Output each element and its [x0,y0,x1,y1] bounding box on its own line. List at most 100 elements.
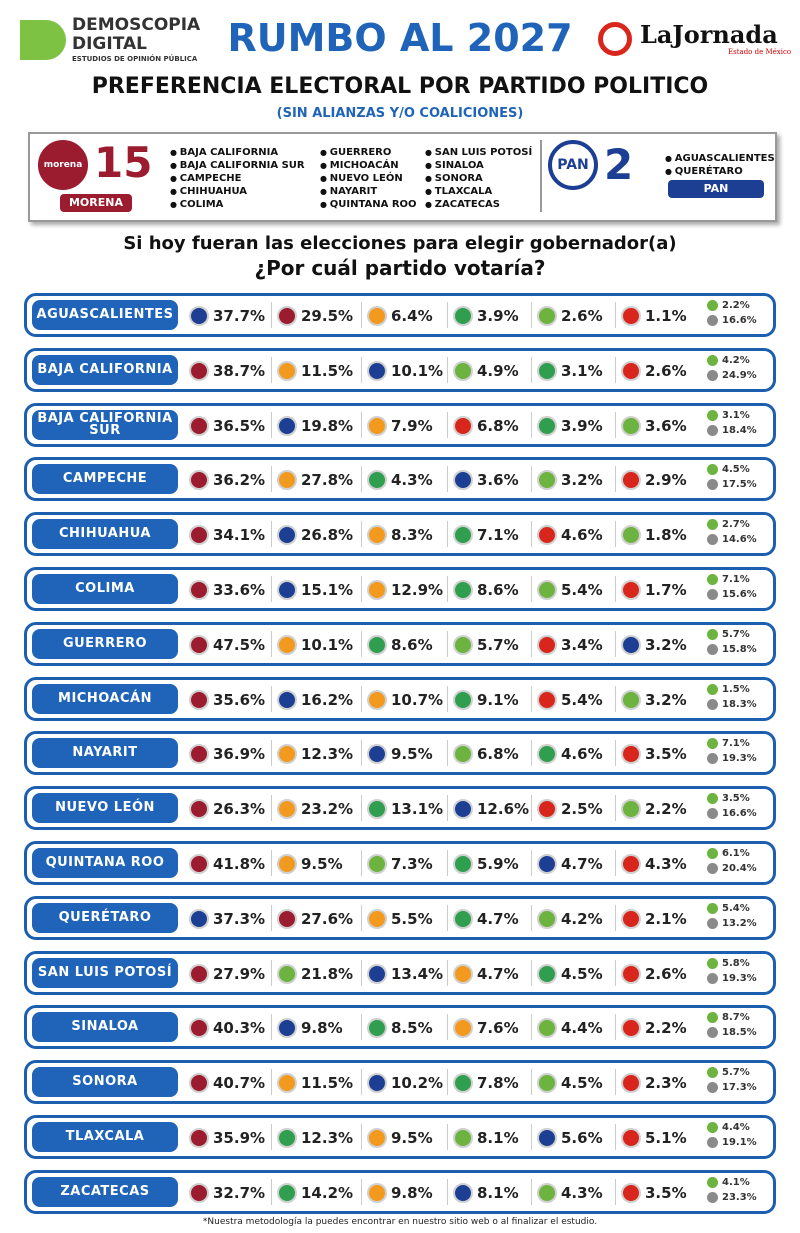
count: 2 [604,140,634,189]
state-name: BAJA CALIFORNIA [32,354,178,385]
cell-divider [271,521,272,548]
extra-text: 14.6% [722,534,757,546]
percentage: 36.5% [213,416,266,435]
cell-divider [615,576,616,602]
party-cell: 5.7% [453,633,519,657]
party-cell: 9.1% [453,688,519,712]
footnote: *Nuestra metodología la puedes encontrar… [202,1217,598,1227]
state-item: BAJA CALIFORNIA SUR [170,159,305,172]
partner: LaJornada [640,20,778,49]
party-label: PAN [668,180,764,198]
party-icon [189,525,209,546]
cell-divider [447,1178,448,1205]
cell-divider [361,795,362,822]
extra-value: 4.2% [707,354,750,366]
percentage: 8.6% [477,581,519,599]
extra-icon [707,698,718,710]
question-line: ¿Por cuál partido votaría? [254,256,546,280]
party-cell: 3.1% [537,359,603,383]
extra-value: 15.8% [707,643,757,655]
party-cell: 2.1% [621,907,687,931]
question: Si hoy fueran las elecciones para elegir… [0,232,800,280]
party-cell: 2.3% [621,1071,687,1095]
party-icon [189,580,209,600]
party-icon [621,799,641,820]
cell-divider [615,521,616,548]
percentage: 13.1% [391,800,444,819]
party-cell: 4.2% [537,907,603,931]
state-row: CHIHUAHUA 34.1% 26.8% 8.3% 7.1% 4.6% 1.8% 2.7% 1… [24,512,776,557]
party-icon [621,963,641,984]
party-cell: 1.8% [621,523,687,547]
percentage: 3.4% [561,635,603,654]
percentage: 26.8% [301,526,354,545]
state-item: QUINTANA ROO [320,198,417,211]
extra-value: 20.4% [707,863,757,874]
brand-tagline: ESTUDIOS DE OPINIÓN PÚBLICA [72,55,198,63]
cell-divider [271,959,272,986]
percentage: 5.4% [561,581,603,599]
percentage: 8.1% [477,1183,519,1202]
percentage: 35.6% [213,690,266,709]
extra-icon [707,479,718,491]
extra-text: 3.5% [722,793,750,805]
party-icon [537,360,557,381]
party-icon [621,1128,641,1148]
party-cell: 6.8% [453,742,519,766]
party-icon [367,1128,387,1148]
percentage: 10.1% [301,635,354,654]
party-cell: 41.8% [189,852,265,876]
title: RUMBO AL 2027 [227,16,573,60]
cell-divider [271,685,272,712]
party-cell: 5.6% [537,1126,603,1150]
state-item: TLAXCALA [425,185,532,198]
extra-text: 5.7% [722,1067,750,1079]
state-row: AGUASCALIENTES 37.7% 29.5% 6.4% 3.9% 2.6% 1.1%… [24,293,776,337]
extra-value: 15.6% [707,589,757,600]
state-item: QUERÉTARO [665,165,775,178]
extra-icon [707,848,718,859]
party-cell: 2.6% [621,359,687,383]
extra-text: 4.5% [722,464,750,476]
extra-value: 13.2% [707,917,757,929]
party-icon [189,689,209,710]
state-item: AGUASCALIENTES [665,152,775,165]
cell-divider [531,466,532,493]
party-icon [189,1018,209,1039]
state-item: COLIMA [170,198,305,211]
extra-value: 17.5% [707,479,757,491]
percentage: 23.2% [301,800,354,819]
extra-icon [707,300,718,311]
party-cell: 34.1% [189,523,265,547]
party-label: MORENA [60,194,132,212]
party-cell: 32.7% [189,1181,265,1205]
party-icon [537,1018,557,1039]
party-icon [367,744,387,765]
party-icon [621,689,641,710]
party-cell: 4.7% [537,852,603,876]
state-name: AGUASCALIENTES [32,300,178,330]
percentage: 32.7% [213,1183,266,1202]
party-icon [453,360,473,381]
party-cell: 37.7% [189,304,265,328]
party-icon [189,360,209,381]
extra-icon [707,464,718,476]
extra-icon [707,1122,718,1133]
party-icon [537,525,557,546]
cell-divider [271,356,272,383]
cell-divider [531,521,532,548]
state-name: NAYARIT [32,738,178,769]
party-cell: 9.5% [277,852,343,876]
percentage: 8.5% [391,1019,433,1038]
cell-divider [271,904,272,931]
cell-divider [531,1069,532,1096]
cell-divider [447,904,448,931]
percentage: 2.9% [645,471,687,490]
extra-value: 24.9% [707,369,757,381]
party-cell: 11.5% [277,1071,353,1095]
brand-logo [20,20,66,60]
party-cell: 4.9% [453,359,519,383]
party-icon [453,1182,473,1203]
extra-text: 24.9% [722,369,757,381]
extra-text: 20.4% [722,863,757,874]
